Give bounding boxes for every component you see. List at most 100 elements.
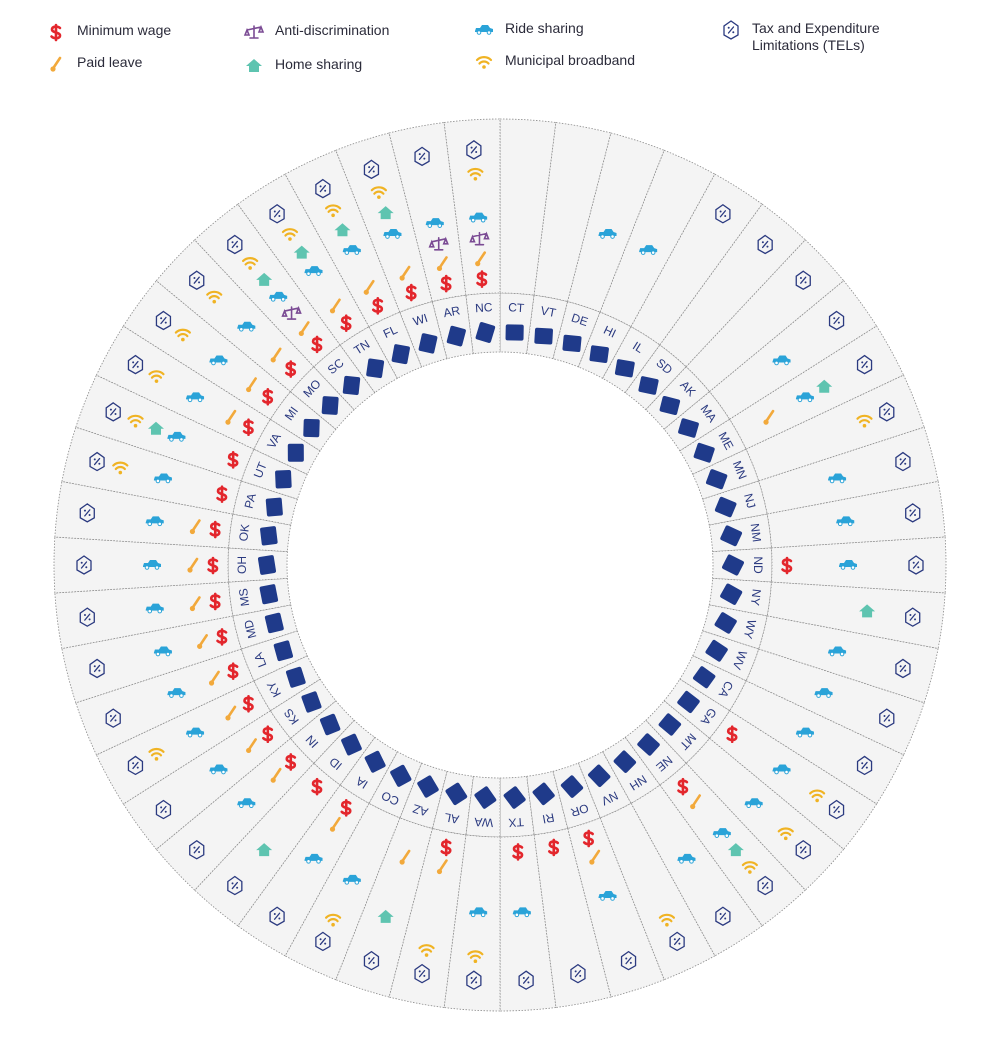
tel [105,402,121,422]
policy-icon [598,229,617,239]
tel [105,708,121,728]
wheel [306,271,311,276]
tel [363,159,380,180]
wheel [847,521,853,527]
policy-icon [908,555,924,575]
segment-inner [399,762,448,829]
state-label: AR [442,303,461,320]
wheel [816,693,821,698]
wifi-dot [473,959,478,964]
state-shape [390,764,412,787]
policy-icon [155,310,172,331]
wifi-dot [783,836,788,841]
segment-outer [499,118,557,296]
state-shape [637,733,660,756]
tel-dot [114,719,117,722]
thermo [439,859,448,871]
wheel [197,397,203,403]
thermo [227,705,237,718]
tel [905,607,921,627]
tel [79,503,95,523]
tel-dot [319,938,322,941]
legend-item: Tax and Expenditure Limitations (TELs) [720,20,900,54]
dollar [216,628,228,646]
policy-icon [726,725,738,743]
wheel [144,565,150,570]
car [795,727,814,735]
policy-icon [828,646,847,657]
legend-icon [50,56,62,72]
state-label: VA [264,431,284,451]
tel-dot [909,509,912,512]
scales [281,305,302,320]
tel-dot [470,146,473,149]
segment-outer [194,762,341,927]
wheel [797,397,803,403]
tel [723,20,739,40]
wheel [756,803,761,809]
policy-icon [153,473,172,484]
wheel [270,297,276,302]
state-shape [275,469,292,489]
state-shape [260,526,278,546]
policy-icon [639,245,658,255]
policy-icon [809,789,826,803]
policy-icon [262,725,274,743]
wheel [316,859,321,864]
segment-outer [729,325,905,450]
wifi-dot [815,798,819,803]
car [209,764,228,772]
policy-icon [186,727,205,738]
tel-dot [579,974,582,977]
tel [189,839,205,860]
wifi-dot [331,922,335,927]
state-label: VT [539,303,557,320]
thermo-bulb [246,386,252,393]
state-label: NV [599,788,620,808]
state-label: RI [541,810,555,826]
tel-dot [273,913,276,916]
wheel [829,651,835,657]
car [475,25,493,32]
car [304,266,323,274]
policy-icon [436,859,448,875]
state-shape [589,345,609,364]
state-shape [678,418,699,438]
wheel [840,565,846,570]
state-shape [677,690,700,713]
wheel [470,217,476,223]
policy-icon [418,944,435,957]
wheel [839,651,845,657]
wheel [679,859,684,864]
policy-icon [895,658,911,679]
tel [795,839,811,860]
state-label: CO [379,788,401,808]
car [836,516,855,524]
legend-item: Ride sharing [473,20,584,40]
policy-icon [243,24,265,39]
car [469,212,488,220]
tel-dot [423,974,426,977]
car [342,245,361,253]
legend-label: Paid leave [77,54,143,70]
policy-icon [741,861,758,874]
segment-outer [533,827,612,1008]
tel-dot [475,981,478,984]
policy-icon [189,839,205,860]
house [246,59,262,72]
tel-dot [522,976,525,979]
thermo [332,816,341,829]
tel [828,310,845,331]
tel [895,451,911,472]
policy-icon [209,764,228,775]
state-label: NC [475,300,494,315]
state-shape [319,713,341,736]
policy-icon [315,931,331,952]
segment-outer [766,581,946,650]
policy-icon [269,203,285,224]
tel-dot [804,281,807,284]
policy-icon [757,875,773,896]
wheel [221,360,226,366]
wifi-dot [181,337,185,342]
policy-icon [50,56,62,72]
